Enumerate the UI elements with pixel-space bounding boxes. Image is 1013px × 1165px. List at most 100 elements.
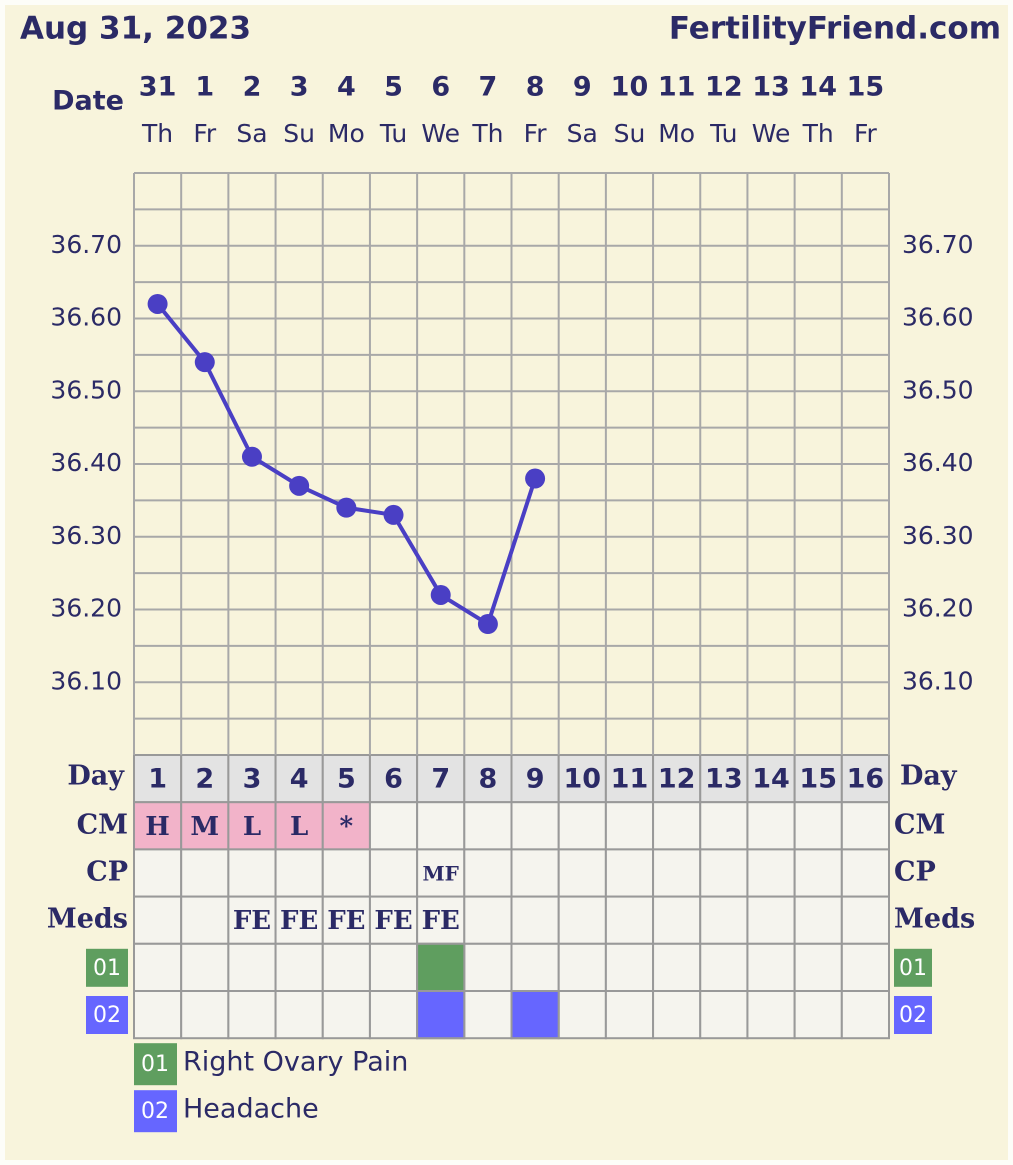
obs-cell [510,848,560,898]
date-label: 8 [526,72,545,103]
symptom-cell [321,942,371,992]
symptom-cell [133,990,183,1040]
temperature-point [430,584,451,605]
day-cell [321,754,371,804]
date-label: 5 [384,72,403,103]
temperature-point [289,475,310,496]
obs-cell [652,895,702,945]
day-number: 13 [705,764,743,795]
obs-cell [793,895,843,945]
symptom-cell [604,990,655,1040]
symptom-cell [699,942,749,992]
day-number: 7 [431,764,450,795]
symptom-cell [368,942,419,992]
symptom-cell [463,942,513,992]
y-tick-label-right: 36.60 [902,303,974,332]
day-number: 11 [611,764,649,795]
obs-cell [227,848,277,898]
y-tick-label: 36.60 [50,303,122,332]
day-number: 9 [526,764,545,795]
date-label: 2 [243,72,262,103]
obs-cell [699,801,749,851]
weekday-label: Fr [193,119,217,148]
obs-cell [274,895,324,945]
symptom-cell [274,990,324,1040]
obs-cell [699,895,749,945]
obs-cell [368,848,419,898]
day-number: 15 [799,764,837,795]
row-label: CP [86,857,128,888]
obs-cell [557,848,607,898]
symptom-code-right: 01 [899,956,927,981]
weekday-label: Mo [658,119,695,148]
obs-cell [368,801,419,851]
day-number: 6 [384,764,403,795]
symptom-badge [86,948,128,987]
row-label: Meds [47,904,128,935]
day-row-label: Day [67,761,125,792]
symptom-cell [793,942,843,992]
weekday-label: Fr [524,119,548,148]
obs-value: * [340,812,354,842]
symptom-cell [557,990,607,1040]
date-label: 3 [290,72,309,103]
temperature-point [477,614,498,635]
obs-cell [746,801,796,851]
obs-value: FE [374,906,412,936]
obs-value: MF [423,862,459,886]
symptom-cell [557,942,607,992]
site-name: FertilityFriend.com [669,11,1001,47]
symptom-code: 01 [93,956,121,981]
day-cell [793,754,843,804]
weekday-label: Su [283,119,315,148]
symptom-cell [652,990,702,1040]
day-number: 12 [658,764,696,795]
symptom-cell [463,990,513,1040]
obs-cell [793,848,843,898]
weekday-label: Th [802,119,834,148]
weekday-label: Su [614,119,646,148]
obs-cell [463,895,513,945]
temperature-point [147,293,168,314]
obs-cell [604,801,655,851]
obs-cell [746,848,796,898]
date-label: 10 [611,72,649,103]
obs-cell [321,848,371,898]
obs-value: H [145,812,170,842]
legend-swatch [134,1090,177,1133]
symptom-cell [274,942,324,992]
obs-cell [699,848,749,898]
symptom-cell [746,942,796,992]
weekday-label: Sa [236,119,267,148]
date-label: 9 [573,72,592,103]
symptom-code-right: 02 [899,1003,927,1028]
weekday-label: Th [141,119,173,148]
obs-cell [604,848,655,898]
obs-cell [321,895,371,945]
x-axis-label: Date [52,86,124,117]
obs-value: L [243,812,261,842]
symptom-cell [227,942,277,992]
obs-cell [180,895,230,945]
day-number: 3 [243,764,262,795]
symptom-mark [416,942,466,992]
obs-cell [840,848,890,898]
obs-value: L [290,812,308,842]
day-number: 16 [847,764,885,795]
obs-cell [274,848,324,898]
obs-cell [463,801,513,851]
obs-value: M [190,812,219,842]
y-tick-label-right: 36.20 [902,594,974,623]
chart-date: Aug 31, 2023 [20,11,251,47]
obs-cell [652,801,702,851]
row-label-right: CM [894,809,945,840]
symptom-cell [180,942,230,992]
symptom-cell [840,990,890,1040]
date-label: 14 [799,72,837,103]
obs-value: FE [327,906,365,936]
weekday-label: Sa [567,119,598,148]
y-tick-label-right: 36.40 [902,448,974,477]
day-number: 10 [563,764,601,795]
obs-cell [840,801,890,851]
